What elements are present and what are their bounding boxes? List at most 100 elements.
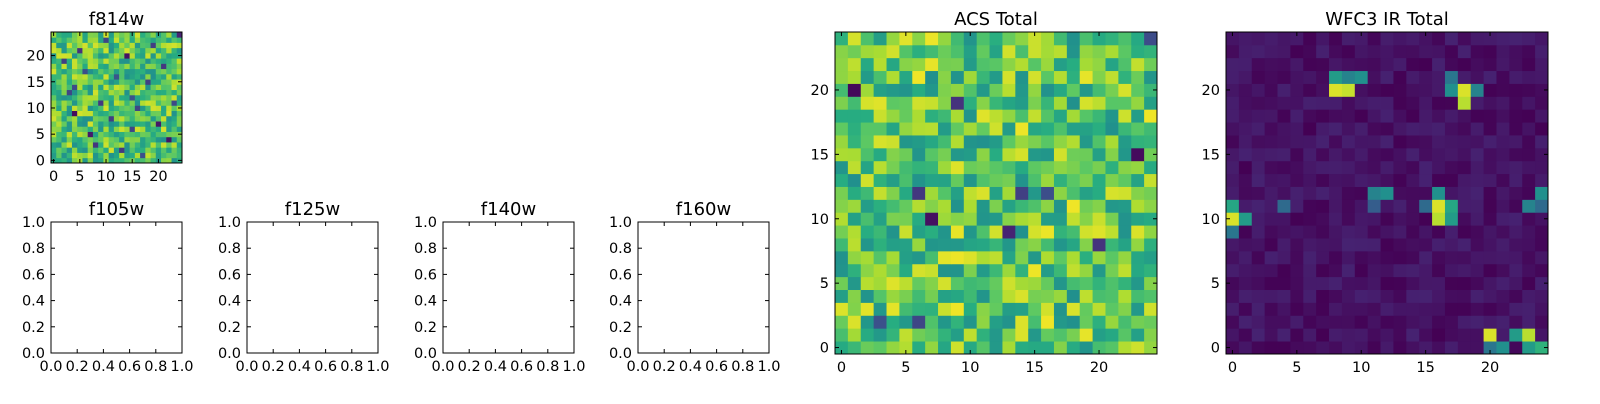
heatmap-cell — [1066, 263, 1081, 278]
y-tick-label: 15 — [1202, 147, 1220, 163]
heatmap-cell — [113, 79, 120, 85]
heatmap-cell — [938, 225, 952, 239]
heatmap-cell — [1079, 315, 1093, 329]
heatmap-cell — [1066, 160, 1081, 175]
heatmap-cell — [129, 110, 136, 117]
heatmap-cell — [124, 142, 130, 148]
heatmap-cell — [886, 341, 900, 355]
heatmap-cell — [1341, 302, 1356, 316]
heatmap-cell — [1406, 315, 1420, 329]
heatmap-cell — [976, 238, 990, 252]
heatmap-cell — [1028, 186, 1042, 200]
y-tick-label: 0.2 — [414, 320, 437, 336]
heatmap-cell — [134, 37, 141, 43]
heatmap-cell — [145, 42, 151, 49]
heatmap-cell — [899, 109, 913, 123]
heatmap-cell — [1483, 122, 1497, 136]
heatmap-cell — [176, 42, 183, 49]
heatmap-cell — [92, 105, 99, 111]
heatmap-cell — [1535, 135, 1549, 149]
x-tick-label: 0.2 — [458, 359, 481, 375]
heatmap-cell — [1535, 289, 1549, 303]
heatmap-cell — [1457, 328, 1472, 342]
heatmap-cell — [847, 96, 862, 110]
heatmap-cell — [1092, 302, 1106, 316]
heatmap-cell — [66, 100, 73, 106]
heatmap-cell — [161, 84, 167, 91]
heatmap-cell — [155, 121, 162, 127]
heatmap-cell — [1251, 276, 1266, 290]
heatmap-cell — [1002, 160, 1016, 175]
heatmap-cell — [1393, 109, 1407, 123]
heatmap-cell — [1066, 289, 1081, 303]
heatmap-cell — [77, 63, 83, 70]
heatmap-cell — [847, 212, 862, 226]
heatmap-cell — [1041, 32, 1055, 46]
heatmap-cell — [989, 212, 1003, 226]
heatmap-cell — [1316, 147, 1330, 162]
heatmap-cell — [61, 94, 68, 101]
heatmap-cell — [1470, 135, 1484, 149]
heatmap-cell — [1316, 302, 1330, 316]
heatmap-cell — [171, 147, 178, 153]
heatmap-cell — [113, 63, 120, 70]
heatmap-cell — [1105, 315, 1119, 329]
heatmap-cell — [176, 68, 183, 75]
heatmap-cell — [103, 94, 110, 101]
heatmap-cell — [87, 131, 94, 138]
x-tick-label: 1.0 — [366, 359, 389, 375]
heatmap-cell — [1277, 122, 1291, 136]
heatmap-cell — [1535, 212, 1549, 226]
heatmap-cell — [1264, 122, 1278, 136]
heatmap-cell — [1264, 199, 1278, 213]
heatmap-cell — [1419, 302, 1433, 316]
heatmap-cell — [847, 135, 862, 149]
heatmap-cell — [1277, 289, 1291, 303]
heatmap-cell — [134, 52, 141, 59]
heatmap-cell — [1457, 263, 1472, 278]
heatmap-cell — [1522, 96, 1536, 110]
heatmap-cell — [950, 238, 965, 252]
heatmap-cell — [1367, 250, 1381, 265]
heatmap-cell — [108, 89, 115, 96]
heatmap-cell — [860, 160, 875, 175]
heatmap-cell — [77, 42, 83, 49]
heatmap-cell — [886, 32, 900, 46]
heatmap-cell — [963, 173, 978, 187]
heatmap-cell — [1432, 302, 1446, 316]
heatmap-cell — [119, 32, 125, 38]
heatmap-cell — [1419, 96, 1433, 110]
heatmap-cell — [1105, 160, 1119, 175]
heatmap-cell — [140, 110, 146, 117]
heatmap-cell — [98, 152, 104, 159]
heatmap-cell — [87, 147, 94, 153]
heatmap-cell — [1131, 186, 1145, 200]
heatmap-cell — [176, 47, 183, 54]
heatmap-cell — [1457, 341, 1472, 355]
heatmap-cell — [1041, 96, 1055, 110]
heatmap-cell — [1092, 44, 1106, 59]
heatmap-cell — [61, 47, 68, 54]
heatmap-cell — [1131, 83, 1145, 97]
heatmap-cell — [1393, 160, 1407, 175]
heatmap-cell — [950, 250, 965, 265]
heatmap-cell — [950, 135, 965, 149]
heatmap-cell — [1341, 250, 1356, 265]
heatmap-cell — [950, 70, 965, 84]
heatmap-cell — [976, 315, 990, 329]
heatmap-cell — [1393, 212, 1407, 226]
heatmap-cell — [1470, 302, 1484, 316]
heatmap-cell — [140, 37, 146, 43]
heatmap-cell — [1079, 199, 1093, 213]
heatmap-cell — [108, 37, 115, 43]
heatmap-cell — [1028, 263, 1042, 278]
heatmap-cell — [1015, 263, 1029, 278]
heatmap-cell — [56, 147, 62, 153]
heatmap-cell — [108, 47, 115, 54]
heatmap-cell — [161, 32, 167, 38]
heatmap-cell — [976, 109, 990, 123]
heatmap-cell — [1316, 225, 1330, 239]
heatmap-cell — [989, 122, 1003, 136]
heatmap-cell — [145, 58, 151, 64]
heatmap-cell — [1131, 147, 1145, 162]
